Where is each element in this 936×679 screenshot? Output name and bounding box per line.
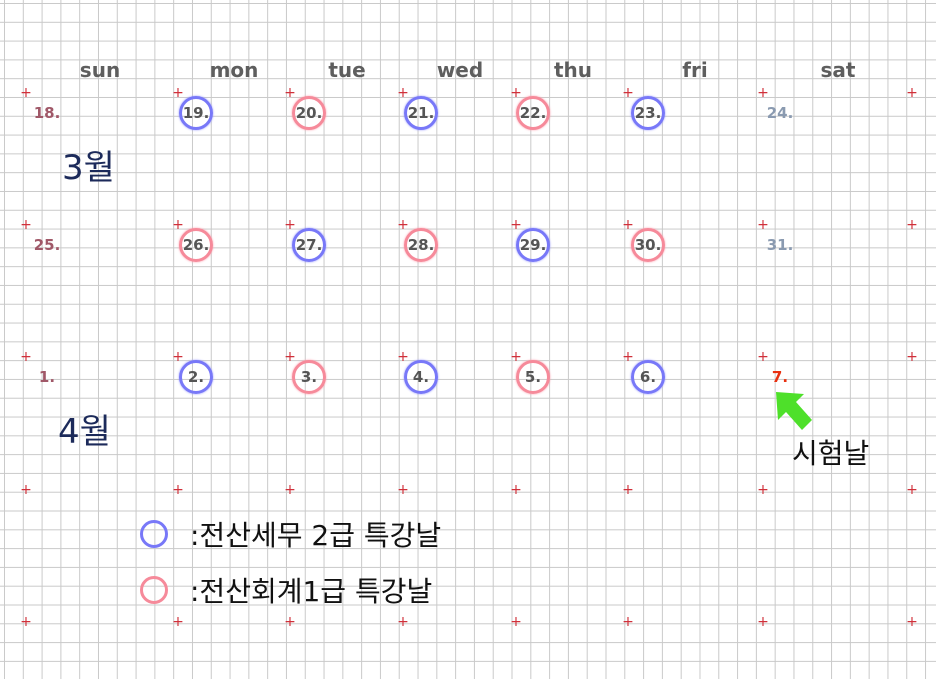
month-label-april: 4월: [58, 412, 111, 452]
weekday-sun: sun: [79, 58, 121, 82]
weekday-tue: tue: [328, 58, 366, 82]
plus-marker-icon: +: [510, 614, 522, 630]
day-cell[interactable]: 6.: [631, 360, 665, 394]
plus-marker-icon: +: [172, 482, 184, 498]
day-cell[interactable]: 25.: [33, 236, 61, 254]
day-cell[interactable]: 30.: [631, 228, 665, 262]
plus-marker-icon: +: [906, 85, 918, 101]
plus-marker-icon: +: [172, 614, 184, 630]
plus-marker-icon: +: [757, 614, 769, 630]
day-cell[interactable]: 21.: [404, 96, 438, 130]
plus-marker-icon: +: [20, 349, 32, 365]
day-cell[interactable]: 2.: [179, 360, 213, 394]
plus-marker-icon: +: [510, 482, 522, 498]
plus-marker-icon: +: [20, 614, 32, 630]
plus-marker-icon: +: [284, 482, 296, 498]
plus-marker-icon: +: [906, 217, 918, 233]
day-cell[interactable]: 26.: [179, 228, 213, 262]
weekday-wed: wed: [436, 58, 484, 82]
day-cell[interactable]: 22.: [516, 96, 550, 130]
plus-marker-icon: +: [622, 217, 634, 233]
plus-marker-icon: +: [757, 349, 769, 365]
day-cell[interactable]: 18.: [33, 104, 61, 122]
day-cell[interactable]: 3.: [292, 360, 326, 394]
weekday-sat: sat: [820, 58, 856, 82]
legend-label: :전산세무 2급 특강날: [190, 519, 442, 552]
plus-marker-icon: +: [757, 85, 769, 101]
day-cell[interactable]: 29.: [516, 228, 550, 262]
plus-marker-icon: +: [284, 217, 296, 233]
legend-label: :전산회계1급 특강날: [190, 575, 433, 608]
plus-marker-icon: +: [397, 85, 409, 101]
arrow-up-left-icon: [776, 392, 812, 430]
plus-marker-icon: +: [20, 482, 32, 498]
plus-marker-icon: +: [20, 217, 32, 233]
pink-circle-icon: [140, 576, 168, 604]
day-cell[interactable]: 4.: [404, 360, 438, 394]
plus-marker-icon: +: [510, 85, 522, 101]
plus-marker-icon: +: [757, 217, 769, 233]
day-cell[interactable]: 23.: [631, 96, 665, 130]
plus-marker-icon: +: [622, 349, 634, 365]
plus-marker-icon: +: [397, 217, 409, 233]
plus-marker-icon: +: [397, 482, 409, 498]
plus-marker-icon: +: [906, 614, 918, 630]
plus-marker-icon: +: [622, 85, 634, 101]
weekday-fri: fri: [682, 58, 708, 82]
plus-marker-icon: +: [622, 614, 634, 630]
plus-marker-icon: +: [172, 217, 184, 233]
plus-marker-icon: +: [510, 217, 522, 233]
plus-marker-icon: +: [622, 482, 634, 498]
month-label-march: 3월: [62, 148, 115, 188]
day-cell[interactable]: 1.: [38, 368, 56, 386]
exam-day-label: 시험날: [792, 437, 870, 470]
legend-item-accounting: :전산회계1급 특강날: [140, 570, 432, 610]
legend-item-tax: :전산세무 2급 특강날: [140, 514, 441, 554]
plus-marker-icon: +: [510, 349, 522, 365]
weekday-thu: thu: [553, 58, 593, 82]
day-cell[interactable]: 20.: [292, 96, 326, 130]
plus-marker-icon: +: [906, 482, 918, 498]
day-cell[interactable]: 31.: [766, 236, 794, 254]
plus-marker-icon: +: [172, 85, 184, 101]
day-cell[interactable]: 5.: [516, 360, 550, 394]
plus-marker-icon: +: [397, 614, 409, 630]
weekday-mon: mon: [209, 58, 259, 82]
plus-marker-icon: +: [20, 85, 32, 101]
plus-marker-icon: +: [284, 85, 296, 101]
day-cell[interactable]: 24.: [766, 104, 794, 122]
day-cell[interactable]: 19.: [179, 96, 213, 130]
blue-circle-icon: [140, 520, 168, 548]
plus-marker-icon: +: [284, 614, 296, 630]
plus-marker-icon: +: [397, 349, 409, 365]
plus-marker-icon: +: [757, 482, 769, 498]
day-cell[interactable]: 28.: [404, 228, 438, 262]
plus-marker-icon: +: [284, 349, 296, 365]
day-cell[interactable]: 27.: [292, 228, 326, 262]
day-cell[interactable]: 7.: [771, 368, 789, 386]
plus-marker-icon: +: [906, 349, 918, 365]
plus-marker-icon: +: [172, 349, 184, 365]
